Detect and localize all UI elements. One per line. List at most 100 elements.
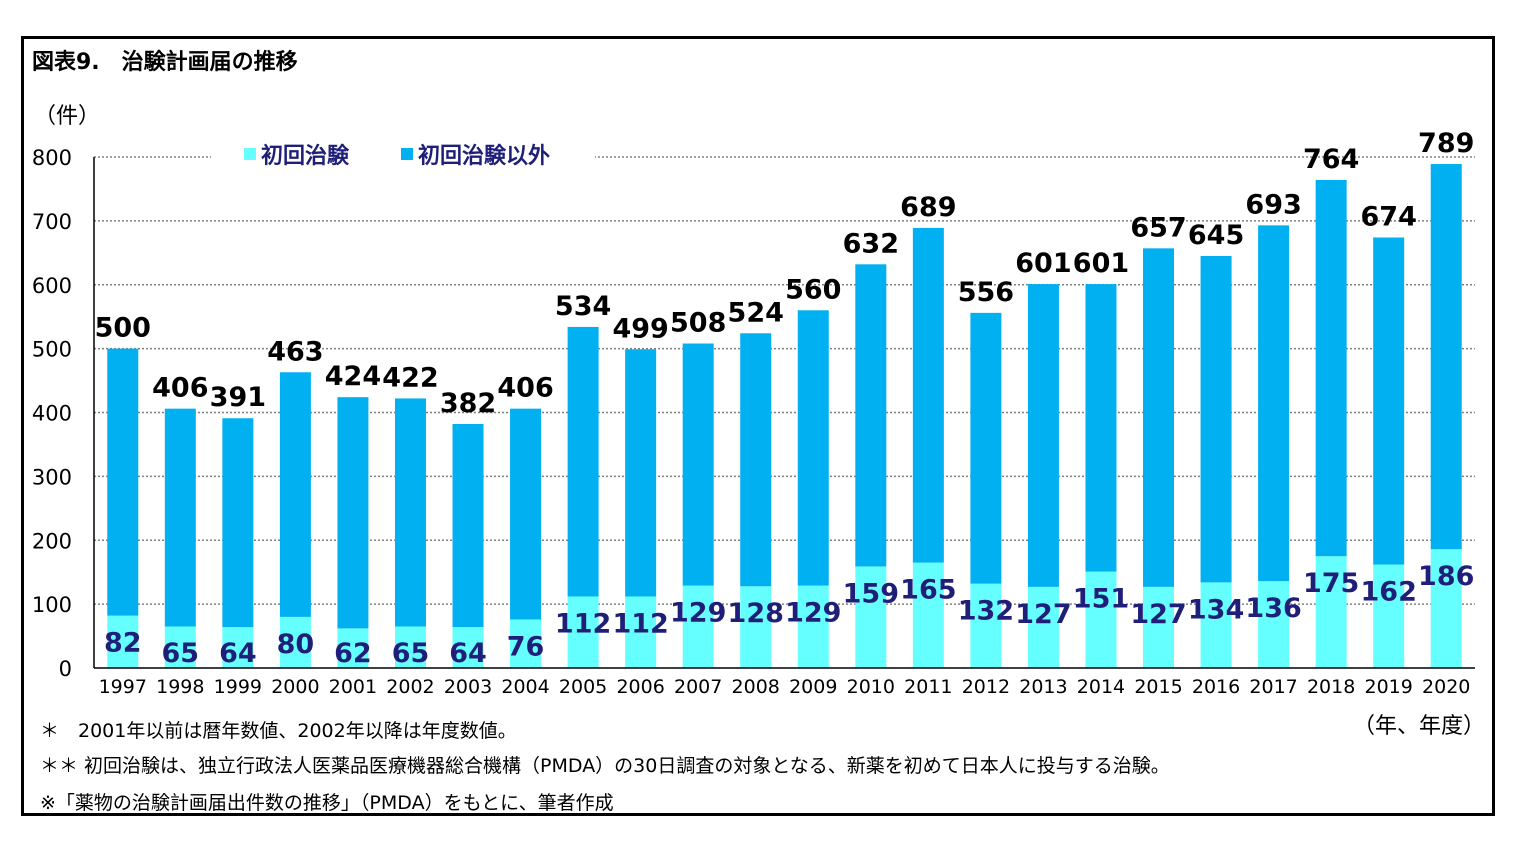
bar-first-trial-2019	[1373, 564, 1405, 668]
bar-other-2002	[394, 398, 426, 627]
footnote-1: ＊ 2001年以前は暦年数値、2002年以降は年度数値。	[40, 720, 517, 742]
x-tick-label-2008: 2008	[732, 676, 780, 698]
total-label-2015: 657	[1130, 212, 1186, 243]
bar-other-1997	[107, 348, 139, 616]
x-tick-label-1998: 1998	[156, 676, 204, 698]
bar-first-trial-2006	[625, 596, 657, 668]
x-unit-label: （年、年度）	[1353, 714, 1486, 739]
figure-frame	[21, 36, 1495, 816]
y-tick-label: 200	[32, 529, 72, 553]
bar-other-2018	[1315, 179, 1347, 557]
bar-other-2012	[970, 312, 1002, 584]
total-label-1999: 391	[210, 382, 266, 413]
first-trial-label-2016: 134	[1188, 594, 1244, 625]
first-trial-label-2013: 127	[1015, 599, 1071, 630]
x-tick-label-2007: 2007	[674, 676, 722, 698]
first-trial-label-2006: 112	[612, 608, 668, 639]
first-trial-label-2008: 128	[728, 598, 784, 629]
bar-other-2005	[567, 326, 599, 597]
x-tick-label-2004: 2004	[501, 676, 549, 698]
x-tick-label-2020: 2020	[1422, 676, 1470, 698]
bar-first-trial-2017	[1258, 581, 1290, 668]
x-tick-label-2000: 2000	[271, 676, 319, 698]
x-tick-label-2011: 2011	[904, 676, 952, 698]
x-tick-label-2013: 2013	[1019, 676, 1067, 698]
total-label-2010: 632	[843, 228, 899, 259]
bar-other-2011	[912, 227, 944, 563]
total-label-2008: 524	[728, 297, 784, 328]
first-trial-label-2001: 62	[334, 638, 372, 669]
x-tick-label-2017: 2017	[1249, 676, 1297, 698]
bar-first-trial-2013	[1027, 586, 1059, 668]
y-tick-label: 600	[32, 274, 72, 298]
legend: 初回治験 初回治験以外	[211, 142, 595, 169]
y-unit-label: （件）	[34, 104, 101, 129]
bar-other-2020	[1430, 164, 1462, 550]
bar-first-trial-2018	[1315, 556, 1347, 668]
first-trial-label-2011: 165	[900, 575, 956, 606]
bar-first-trial-2012	[970, 583, 1002, 668]
legend-swatch-other	[401, 148, 413, 160]
first-trial-label-1999: 64	[219, 638, 257, 669]
first-trial-label-2012: 132	[958, 596, 1014, 627]
x-tick-label-2014: 2014	[1077, 676, 1125, 698]
bar-other-2014	[1085, 284, 1117, 572]
first-trial-label-2014: 151	[1073, 584, 1129, 615]
first-trial-label-2018: 175	[1303, 568, 1359, 599]
x-tick-label-2012: 2012	[962, 676, 1010, 698]
first-trial-label-1998: 65	[162, 638, 200, 669]
bar-other-2003	[452, 423, 484, 628]
total-label-2018: 764	[1303, 144, 1359, 175]
bar-other-1999	[222, 418, 254, 628]
legend-background-2	[395, 142, 595, 168]
bar-first-trial-2007	[682, 585, 714, 668]
bar-first-trial-2001	[337, 628, 369, 668]
total-label-1998: 406	[152, 373, 208, 404]
bar-other-2010	[855, 264, 887, 567]
footnote-2: ＊＊ 初回治験は、独立行政法人医薬品医療機器総合機構（PMDA）の30日調査の対…	[40, 755, 1170, 777]
total-label-2006: 499	[612, 313, 668, 344]
x-tick-label-2001: 2001	[329, 676, 377, 698]
total-label-2011: 689	[900, 192, 956, 223]
y-tick-label: 500	[32, 338, 72, 362]
total-label-2001: 424	[325, 361, 381, 392]
bars	[107, 164, 1462, 668]
y-tick-label: 800	[32, 146, 72, 170]
bar-other-2006	[625, 349, 657, 597]
first-trial-label-2004: 76	[507, 631, 545, 662]
total-label-2019: 674	[1361, 201, 1417, 232]
bar-first-trial-1999	[222, 627, 254, 668]
total-label-2007: 508	[670, 308, 726, 339]
x-tick-label-2006: 2006	[616, 676, 664, 698]
first-trial-label-2010: 159	[843, 578, 899, 609]
y-tick-label: 0	[59, 657, 72, 681]
x-tick-label-2005: 2005	[559, 676, 607, 698]
bar-first-trial-2010	[855, 566, 887, 668]
bar-other-2001	[337, 397, 369, 629]
x-tick-label-2009: 2009	[789, 676, 837, 698]
bar-other-2017	[1258, 225, 1290, 582]
bar-first-trial-1998	[164, 626, 196, 668]
bar-first-trial-2000	[279, 616, 311, 668]
total-label-2003: 382	[440, 388, 496, 419]
bar-first-trial-2014	[1085, 571, 1117, 668]
y-tick-label: 100	[32, 593, 72, 617]
first-trial-label-2005: 112	[555, 608, 611, 639]
x-tick-label-2002: 2002	[386, 676, 434, 698]
bar-first-trial-2005	[567, 596, 599, 668]
first-trial-label-1997: 82	[104, 628, 142, 659]
total-label-2020: 789	[1418, 128, 1474, 159]
bar-first-trial-2003	[452, 627, 484, 668]
bar-other-2013	[1027, 284, 1059, 587]
bar-first-trial-2016	[1200, 582, 1232, 668]
y-tick-label: 400	[32, 402, 72, 426]
total-label-2005: 534	[555, 291, 611, 322]
bar-first-trial-2009	[797, 585, 829, 668]
total-label-2016: 645	[1188, 220, 1244, 251]
bar-first-trial-2020	[1430, 549, 1462, 668]
first-trial-label-2003: 64	[449, 638, 487, 669]
y-tick-label: 700	[32, 210, 72, 234]
bar-first-trial-2011	[912, 562, 944, 668]
footnote-3: ※「薬物の治験計画届出件数の推移」（PMDA）をもとに、筆者作成	[40, 792, 614, 814]
